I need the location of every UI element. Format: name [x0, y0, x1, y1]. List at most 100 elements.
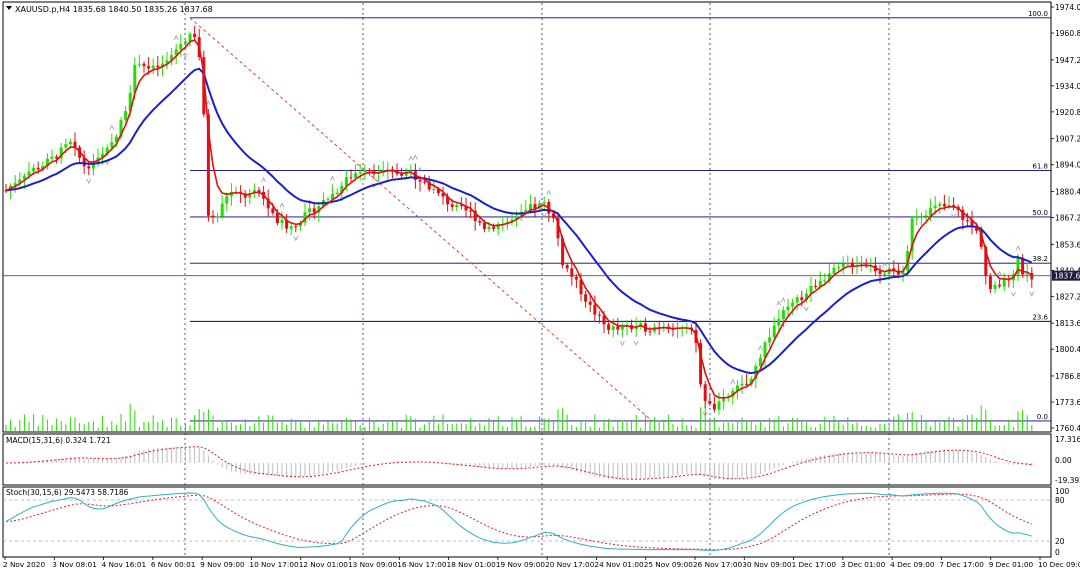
candle-body: [607, 324, 611, 330]
fractal-arrow-icon: [408, 155, 414, 161]
candle-body: [984, 246, 988, 277]
price-tick-label: 1920.80: [1055, 108, 1080, 117]
fib-level-label: 61.8: [1032, 163, 1048, 171]
candle-body: [464, 205, 468, 211]
candle-body: [735, 385, 739, 391]
moving-average-slow: [5, 67, 1033, 375]
candle-body: [294, 226, 298, 228]
candle-body: [1025, 272, 1029, 275]
current-price-label: 1837.68: [1054, 272, 1080, 281]
candle-body: [988, 276, 992, 290]
macd-histogram: [10, 446, 1033, 480]
candle-body: [533, 204, 537, 209]
candle-body: [740, 383, 744, 386]
candle-body: [271, 208, 275, 213]
stoch-tick-20: 20: [1055, 537, 1065, 546]
candle-body: [1016, 257, 1020, 275]
candle-body: [216, 216, 220, 218]
candle-body: [344, 177, 348, 186]
candle-body: [924, 215, 928, 217]
candle-body: [73, 141, 77, 148]
fractal-arrow-icon: [173, 35, 179, 41]
candle-body: [32, 167, 36, 172]
candle-body: [68, 141, 72, 145]
time-tick-label: 12 Nov 01:00: [299, 560, 349, 569]
candle-body: [795, 297, 799, 303]
candle-body: [441, 193, 445, 197]
candle-body: [188, 33, 192, 42]
candle-body: [275, 212, 279, 224]
candle-body: [620, 326, 624, 330]
fib-level-label: 100.0: [1028, 10, 1048, 18]
time-axis[interactable]: 2 Nov 2020 3 Nov 08:01 4 Nov 16:01 6 Nov 00…: [3, 557, 1080, 569]
candle-body: [427, 181, 431, 190]
candle-body: [703, 384, 707, 401]
time-tick-label: 9 Nov 09:00: [200, 560, 245, 569]
time-tick-label: 16 Nov 17:00: [397, 560, 447, 569]
price-tick-label: 1894.00: [1055, 161, 1080, 170]
candle-body: [919, 215, 923, 217]
candle-body: [993, 284, 997, 290]
candle-body: [45, 158, 49, 166]
candle-body: [285, 219, 289, 229]
candle-body: [542, 201, 546, 204]
candle-body: [998, 284, 1002, 287]
candle-body: [910, 218, 914, 252]
candle-body: [147, 66, 151, 69]
candle-body: [781, 310, 785, 320]
candle-body: [496, 224, 500, 229]
candle-body: [492, 226, 496, 229]
candle-body: [593, 304, 597, 315]
time-tick-label: 3 Dec 01:00: [841, 560, 886, 569]
candle-body: [538, 203, 542, 209]
fibonacci-trendline[interactable]: [189, 17, 653, 422]
candle-body: [892, 268, 896, 271]
fractal-arrow-icon: [541, 213, 547, 219]
candle-body: [717, 401, 721, 410]
price-tick-label: 1813.60: [1055, 319, 1080, 328]
fractal-arrow-icon: [702, 411, 708, 417]
candle-body: [579, 279, 583, 295]
candle-body: [938, 203, 942, 206]
candle-body: [846, 263, 850, 265]
candle-body: [225, 196, 229, 204]
candle-body: [41, 165, 45, 170]
candle-body: [55, 156, 59, 159]
candle-body: [432, 188, 436, 190]
fractal-arrow-icon: [417, 166, 423, 172]
price-tick-label: 1773.60: [1055, 398, 1080, 407]
candle-body: [455, 204, 459, 208]
candle-body: [151, 65, 155, 69]
stoch-panel-frame: [2, 486, 1052, 558]
candle-body: [193, 33, 197, 38]
price-tick-label: 1947.20: [1055, 56, 1080, 65]
time-tick-label: 1 Dec 17:00: [792, 560, 837, 569]
candle-body: [708, 400, 712, 404]
price-tick-label: 1827.20: [1055, 292, 1080, 301]
candle-body: [772, 325, 776, 338]
candle-body: [616, 326, 620, 330]
candle-body: [179, 43, 183, 50]
candle-body: [515, 215, 519, 220]
candle-body: [36, 167, 40, 170]
candle-body: [220, 203, 224, 217]
candlesticks: [4, 25, 1034, 415]
candle-body: [961, 209, 965, 221]
stoch-signal-line: [5, 493, 1032, 551]
fib-level-label: 0.0: [1037, 413, 1048, 421]
candle-body: [915, 216, 919, 219]
candle-body: [929, 208, 933, 216]
price-axis[interactable]: 1974.00 1960.80 1947.20 1934.00 1920.80 1907.…: [1051, 3, 1080, 433]
collapse-triangle-icon[interactable]: [6, 6, 12, 10]
candle-body: [722, 398, 726, 402]
fractal-arrow-icon: [1029, 291, 1035, 297]
fractal-arrow-icon: [951, 213, 956, 220]
candle-body: [1021, 257, 1025, 275]
macd-signal-line: [6, 446, 1032, 480]
fractal-arrow-icon: [109, 124, 115, 130]
candle-body: [363, 169, 367, 172]
candle-body: [340, 185, 344, 193]
candle-body: [883, 273, 887, 275]
